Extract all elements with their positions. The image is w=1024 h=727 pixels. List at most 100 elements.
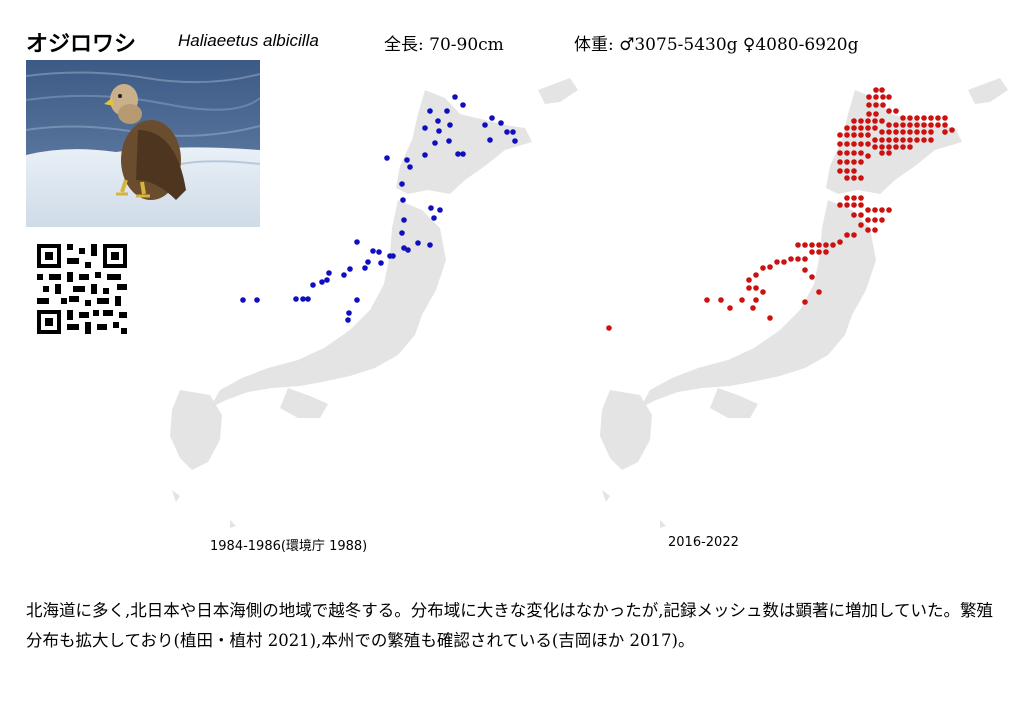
- record-dot: [873, 94, 879, 100]
- record-dot: [384, 155, 390, 161]
- record-dots-2016-2022: [606, 87, 955, 331]
- record-dot: [504, 129, 510, 135]
- record-dot: [844, 195, 850, 201]
- record-dot: [781, 259, 787, 265]
- record-dot: [858, 202, 864, 208]
- record-dot: [872, 207, 878, 213]
- record-dot: [865, 141, 871, 147]
- record-dot: [879, 87, 885, 93]
- record-dot: [865, 227, 871, 233]
- record-dot: [422, 125, 428, 131]
- record-dot: [865, 125, 871, 131]
- record-dot: [893, 122, 899, 128]
- record-dot: [851, 159, 857, 165]
- record-dot: [858, 175, 864, 181]
- record-dot: [823, 249, 829, 255]
- record-dot: [774, 259, 780, 265]
- record-dot: [347, 266, 353, 272]
- record-dot: [851, 125, 857, 131]
- record-dot: [844, 159, 850, 165]
- record-dot: [900, 137, 906, 143]
- record-dot: [378, 260, 384, 266]
- map-caption-left: 1984-1986(環境庁 1988): [210, 539, 368, 554]
- record-dot: [795, 242, 801, 248]
- record-dot: [512, 138, 518, 144]
- record-dot: [399, 230, 405, 236]
- record-dot: [866, 94, 872, 100]
- record-dot: [879, 217, 885, 223]
- map-caption-right: 2016-2022: [668, 535, 739, 550]
- record-dot: [886, 137, 892, 143]
- record-dot: [851, 150, 857, 156]
- record-dot: [254, 297, 260, 303]
- record-dot: [900, 122, 906, 128]
- record-dot: [326, 270, 332, 276]
- record-dot: [851, 168, 857, 174]
- record-dot: [865, 217, 871, 223]
- record-dot: [858, 159, 864, 165]
- record-dot: [431, 215, 437, 221]
- record-dot: [858, 125, 864, 131]
- record-dot: [935, 122, 941, 128]
- record-dot: [886, 150, 892, 156]
- record-dot: [341, 272, 347, 278]
- record-dot: [346, 310, 352, 316]
- record-dot: [446, 138, 452, 144]
- record-dot: [893, 129, 899, 135]
- record-dot: [872, 125, 878, 131]
- japan-map-right: [600, 78, 1008, 528]
- record-dot: [387, 253, 393, 259]
- record-dot: [935, 115, 941, 121]
- record-dot: [427, 108, 433, 114]
- record-dot: [928, 122, 934, 128]
- record-dot: [435, 118, 441, 124]
- record-dot: [928, 129, 934, 135]
- record-dot: [879, 207, 885, 213]
- record-dot: [345, 317, 351, 323]
- record-dot: [809, 274, 815, 280]
- record-dot: [879, 118, 885, 124]
- record-dot: [354, 239, 360, 245]
- japan-landmass: [170, 78, 578, 528]
- record-dot: [746, 277, 752, 283]
- record-dot: [727, 305, 733, 311]
- record-dot: [858, 141, 864, 147]
- record-dot: [942, 129, 948, 135]
- record-dot: [872, 227, 878, 233]
- record-dot: [788, 256, 794, 262]
- record-dot: [399, 181, 405, 187]
- qr-code-icon[interactable]: [37, 244, 127, 334]
- species-name-scientific: Haliaeetus albicilla: [178, 31, 319, 50]
- record-dot: [851, 202, 857, 208]
- record-dot: [893, 137, 899, 143]
- record-dot: [844, 132, 850, 138]
- japan-landmass: [600, 78, 1008, 528]
- record-dot: [844, 232, 850, 238]
- record-dot: [489, 115, 495, 121]
- record-dot: [865, 153, 871, 159]
- record-dot: [404, 157, 410, 163]
- record-dot: [851, 212, 857, 218]
- record-dot: [767, 264, 773, 270]
- record-dot: [437, 207, 443, 213]
- record-dot: [865, 207, 871, 213]
- description-text: 北海道に多く,北日本や日本海側の地域で越冬する。分布域に大きな変化はなかったが,…: [26, 601, 993, 650]
- record-dot: [802, 299, 808, 305]
- eagle-photo-drawing: [26, 60, 260, 227]
- record-dot: [879, 137, 885, 143]
- record-dot: [428, 205, 434, 211]
- record-dot: [305, 296, 311, 302]
- qr-code-drawing: [37, 244, 127, 334]
- record-dot: [447, 122, 453, 128]
- record-dot: [354, 297, 360, 303]
- record-dot: [802, 267, 808, 273]
- record-dot: [858, 150, 864, 156]
- record-dot: [816, 242, 822, 248]
- record-dot: [914, 115, 920, 121]
- record-dot: [942, 115, 948, 121]
- record-dot: [907, 137, 913, 143]
- record-dot: [893, 144, 899, 150]
- record-dot: [760, 289, 766, 295]
- record-dot: [949, 127, 955, 133]
- record-dot: [405, 247, 411, 253]
